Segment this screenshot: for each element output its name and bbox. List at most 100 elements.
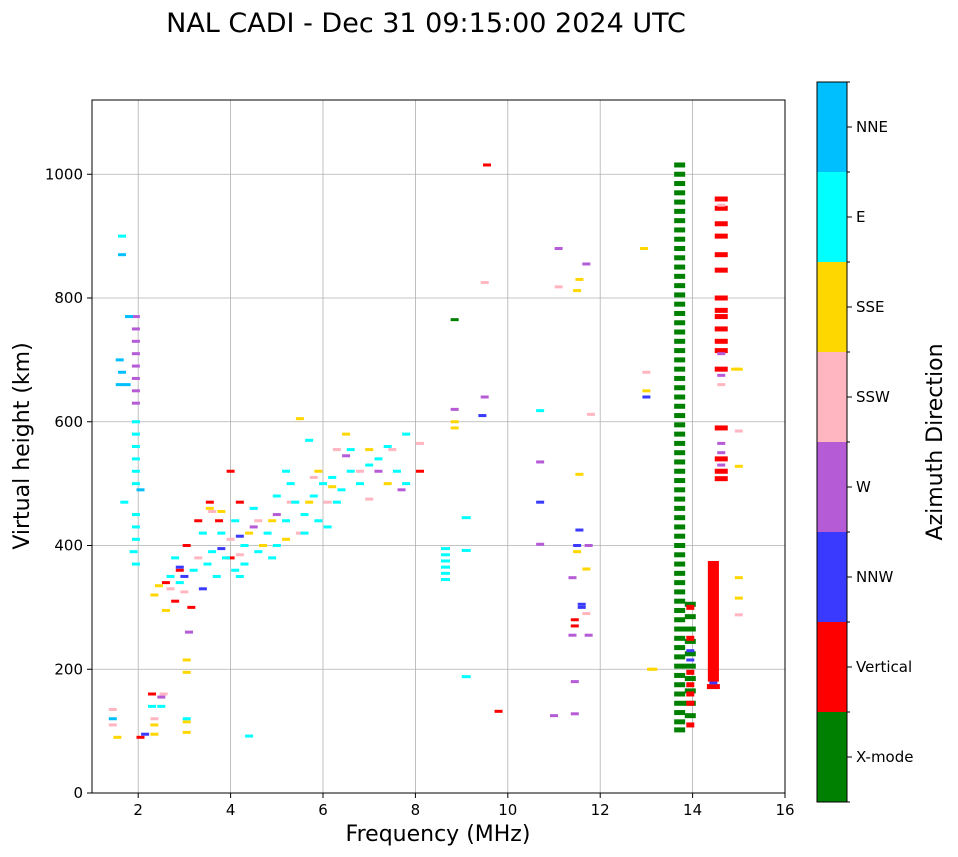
data-point-x-mode bbox=[674, 727, 686, 733]
data-point-w bbox=[570, 680, 579, 684]
data-point-x-mode bbox=[674, 654, 686, 660]
data-point-nne bbox=[122, 383, 131, 387]
data-point-w bbox=[131, 364, 140, 368]
data-point-sse bbox=[182, 658, 191, 662]
data-point-vertical bbox=[161, 581, 170, 585]
data-point-nnw bbox=[686, 658, 695, 662]
data-point-nnw bbox=[180, 574, 189, 578]
colorbar-tick-label: E bbox=[856, 208, 865, 226]
data-point-sse bbox=[734, 464, 743, 468]
data-point-e bbox=[282, 469, 291, 473]
data-point-x-mode bbox=[674, 635, 686, 641]
data-point-sse bbox=[150, 723, 159, 727]
data-point-x-mode bbox=[674, 450, 686, 456]
chart-title: NAL CADI - Dec 31 09:15:00 2024 UTC bbox=[166, 8, 686, 39]
data-point-vertical bbox=[175, 568, 184, 572]
data-point-vertical bbox=[714, 314, 728, 320]
data-point-vertical bbox=[686, 604, 695, 610]
data-point-ssw bbox=[586, 412, 595, 416]
data-point-e bbox=[300, 531, 309, 535]
data-point-e bbox=[332, 500, 341, 504]
data-point-w bbox=[131, 339, 140, 343]
data-point-e bbox=[131, 445, 140, 448]
y-tick-label: 0 bbox=[73, 784, 83, 802]
data-point-nnw bbox=[141, 732, 150, 736]
data-point-ssw bbox=[355, 469, 364, 473]
data-point-e bbox=[148, 704, 157, 708]
data-point-e bbox=[240, 544, 249, 547]
data-point-sse bbox=[573, 289, 582, 293]
data-point-vertical bbox=[686, 682, 695, 688]
data-point-vertical bbox=[714, 468, 728, 474]
data-point-w bbox=[374, 469, 383, 473]
data-point-e bbox=[157, 704, 166, 708]
data-point-e bbox=[268, 556, 277, 560]
data-point-e bbox=[440, 578, 450, 582]
data-point-w bbox=[185, 630, 194, 634]
data-point-ssw bbox=[332, 448, 341, 452]
data-point-sse bbox=[161, 608, 170, 612]
data-point-x-mode bbox=[684, 688, 696, 694]
data-point-w bbox=[131, 376, 140, 380]
data-point-x-mode bbox=[674, 691, 686, 697]
y-tick-label: 800 bbox=[54, 289, 83, 307]
x-axis-ticks: 2 4 6 8 10 12 14 16 bbox=[133, 793, 795, 819]
data-point-x-mode bbox=[674, 524, 686, 530]
data-point-vertical bbox=[714, 205, 728, 211]
data-point-x-mode bbox=[674, 208, 686, 214]
data-point-sse bbox=[150, 593, 159, 597]
data-point-vertical-column bbox=[707, 560, 719, 682]
data-point-nne bbox=[115, 383, 124, 387]
data-point-x-mode bbox=[674, 682, 686, 688]
data-point-e bbox=[189, 568, 198, 572]
data-point-sse bbox=[182, 670, 191, 674]
data-point-x-mode bbox=[674, 366, 686, 372]
data-point-e bbox=[131, 537, 140, 541]
colorbar-tick-label: NNE bbox=[856, 118, 888, 136]
data-point-vertical bbox=[187, 605, 196, 609]
data-point-sse bbox=[258, 544, 267, 547]
data-point-x-mode bbox=[674, 273, 686, 279]
data-point-sse bbox=[205, 506, 214, 510]
data-point-x-mode bbox=[674, 700, 686, 706]
data-point-sse bbox=[282, 537, 291, 541]
data-point-nnw bbox=[478, 414, 487, 418]
data-point-e bbox=[383, 445, 392, 448]
data-point-sse bbox=[575, 472, 584, 476]
data-points bbox=[108, 162, 743, 739]
data-point-e bbox=[131, 525, 140, 529]
data-point-e bbox=[337, 488, 346, 492]
data-point-e bbox=[291, 500, 300, 504]
data-point-nne bbox=[108, 717, 117, 721]
data-point-vertical bbox=[714, 366, 728, 372]
data-point-vertical bbox=[686, 669, 695, 675]
data-point-x-mode bbox=[674, 255, 686, 261]
data-point-e bbox=[355, 482, 364, 486]
data-point-x-mode bbox=[674, 403, 686, 409]
data-point-e bbox=[440, 565, 450, 569]
data-point-e bbox=[263, 531, 272, 535]
y-axis-ticks: 0 200 400 600 800 1000 bbox=[45, 165, 92, 802]
colorbar-tick-label: X-mode bbox=[856, 748, 913, 766]
data-point-vertical bbox=[714, 307, 728, 313]
data-point-vertical bbox=[714, 348, 728, 354]
data-point-nnw bbox=[577, 605, 586, 609]
data-point-x-mode bbox=[684, 601, 696, 607]
data-point-vertical bbox=[714, 252, 728, 258]
data-point-e bbox=[131, 482, 140, 486]
data-point-e bbox=[182, 717, 191, 721]
data-point-e bbox=[131, 562, 140, 566]
data-point-x-mode bbox=[674, 162, 686, 168]
data-point-w bbox=[554, 247, 563, 250]
data-point-ssw bbox=[365, 497, 374, 501]
data-point-w bbox=[584, 633, 593, 637]
data-point-vertical bbox=[136, 735, 145, 739]
data-point-w bbox=[131, 352, 140, 356]
data-point-x-mode bbox=[674, 598, 686, 604]
data-point-w bbox=[131, 401, 140, 405]
data-point-x-mode bbox=[674, 310, 686, 316]
data-point-w bbox=[157, 695, 166, 699]
data-point-x-mode bbox=[674, 543, 686, 548]
data-point-x-mode bbox=[674, 422, 686, 428]
